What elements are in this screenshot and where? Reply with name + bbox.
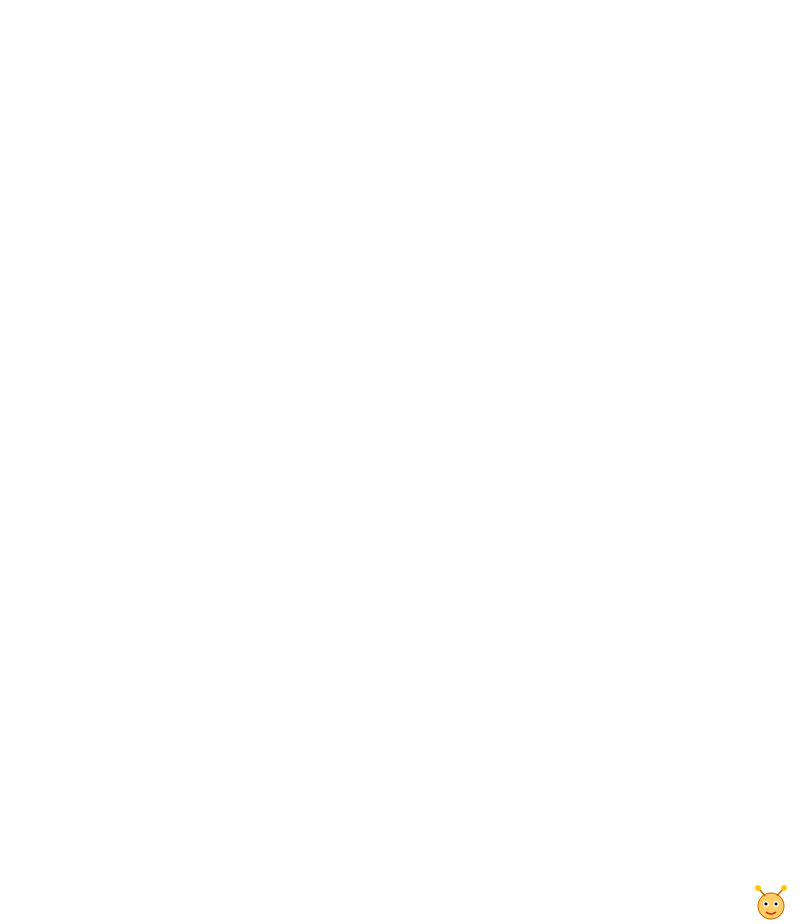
mascot-icon	[750, 882, 792, 924]
